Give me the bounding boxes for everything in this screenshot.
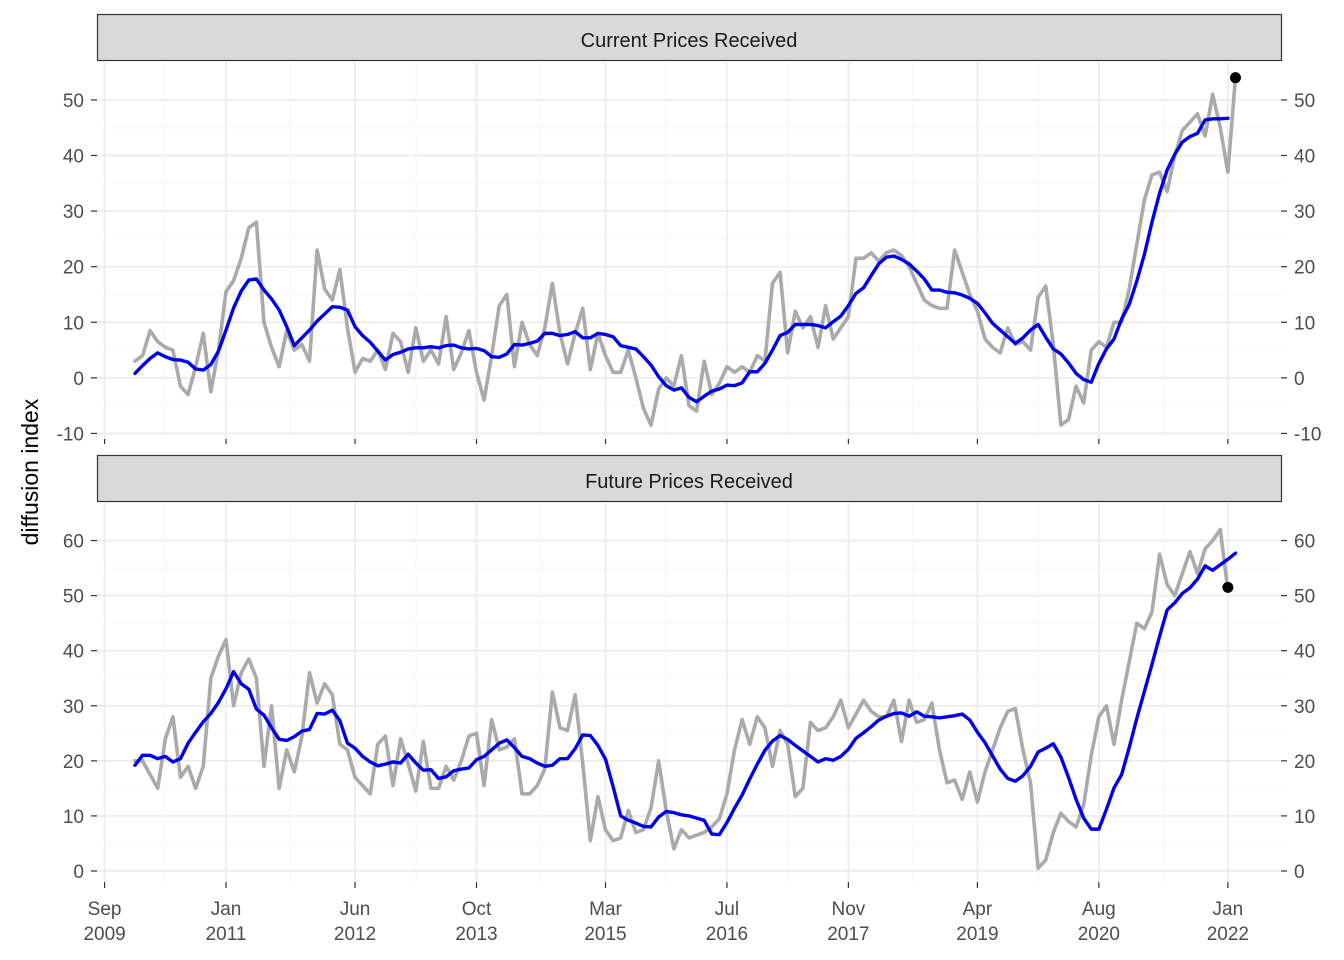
x-tick-label-month: Jan bbox=[1213, 899, 1244, 920]
y-tick-label-left: 20 bbox=[63, 258, 84, 279]
x-tick-label-month: Jun bbox=[340, 899, 371, 920]
y-tick-label-right: 20 bbox=[1294, 752, 1315, 773]
y-axis-title: diffusion index bbox=[17, 398, 43, 545]
y-tick-label-right: 30 bbox=[1294, 697, 1315, 718]
x-tick-label-year: 2013 bbox=[455, 924, 497, 945]
smoothed-series-line bbox=[133, 116, 1230, 404]
x-tick-label-year: 2019 bbox=[956, 924, 998, 945]
y-tick-label-left: 10 bbox=[63, 807, 84, 828]
y-tick-label-left: 10 bbox=[63, 313, 84, 334]
panel-future-title: Future Prices Received bbox=[585, 471, 793, 493]
y-tick-label-right: 60 bbox=[1294, 532, 1315, 553]
x-tick-label-year: 2012 bbox=[334, 924, 376, 945]
x-tick-label-year: 2011 bbox=[206, 924, 247, 945]
panel-future-strip: Future Prices Received bbox=[96, 454, 1283, 503]
x-tick-label-year: 2022 bbox=[1207, 924, 1249, 945]
y-tick-label-left: 40 bbox=[63, 147, 84, 168]
panel-future-plot: 0 0 10 10 20 20 30 30 40 40 50 50 60 60 bbox=[63, 502, 1315, 883]
x-tick-label-month: Oct bbox=[462, 899, 492, 920]
x-tick-label-month: Aug bbox=[1082, 899, 1116, 920]
panel-current-strip: Current Prices Received bbox=[96, 13, 1283, 62]
y-tick-label-right: 50 bbox=[1294, 587, 1315, 608]
x-tick-label-year: 2017 bbox=[827, 924, 869, 945]
y-tick-label-left: 50 bbox=[63, 91, 84, 112]
y-tick-label-right: 0 bbox=[1294, 369, 1305, 390]
latest-value-point bbox=[1229, 72, 1241, 84]
y-tick-label-left: 60 bbox=[63, 532, 84, 553]
x-tick-label-year: 2016 bbox=[706, 924, 748, 945]
panel-current-plot: -10 -10 0 0 10 10 20 20 30 30 40 40 50 50 bbox=[57, 61, 1321, 445]
y-tick-label-right: 30 bbox=[1294, 202, 1315, 223]
y-tick-label-left: 30 bbox=[63, 697, 84, 718]
y-tick-label-left: 20 bbox=[63, 752, 84, 773]
x-tick-label-month: Sep bbox=[88, 899, 122, 920]
y-tick-label-left: 50 bbox=[63, 587, 84, 608]
y-tick-label-right: 0 bbox=[1294, 862, 1305, 883]
y-tick-label-right: 10 bbox=[1294, 807, 1315, 828]
x-axis: Sep 2009 Jan 2011 Jun 2012 Oct 2013 Mar 2015 Jul 20… bbox=[83, 439, 1249, 945]
raw-series-line bbox=[133, 527, 1230, 871]
y-tick-label-right: 40 bbox=[1294, 147, 1315, 168]
x-tick-label-month: Jan bbox=[211, 899, 242, 920]
panel-current-title: Current Prices Received bbox=[581, 30, 798, 52]
y-tick-label-left: 0 bbox=[73, 862, 84, 883]
y-tick-label-right: 10 bbox=[1294, 313, 1315, 334]
y-tick-label-left: 40 bbox=[63, 642, 84, 663]
x-tick-label-year: 2009 bbox=[83, 924, 125, 945]
latest-value-point bbox=[1222, 581, 1234, 593]
x-tick-label-month: Mar bbox=[589, 899, 622, 920]
y-tick-label-right: 40 bbox=[1294, 642, 1315, 663]
y-tick-label-left: 0 bbox=[73, 369, 84, 390]
y-tick-label-right: 20 bbox=[1294, 258, 1315, 279]
x-tick-label-year: 2015 bbox=[584, 924, 626, 945]
raw-series-line bbox=[133, 75, 1238, 427]
smoothed-series-line bbox=[133, 551, 1238, 837]
x-tick-label-year: 2020 bbox=[1078, 924, 1120, 945]
y-tick-label-left: 30 bbox=[63, 202, 84, 223]
y-tick-label-right: -10 bbox=[1294, 424, 1321, 445]
y-tick-label-right: 50 bbox=[1294, 91, 1315, 112]
x-tick-label-month: Jul bbox=[715, 899, 739, 920]
x-tick-label-month: Apr bbox=[963, 899, 993, 920]
x-tick-label-month: Nov bbox=[831, 899, 865, 920]
y-tick-label-left: -10 bbox=[57, 424, 84, 445]
